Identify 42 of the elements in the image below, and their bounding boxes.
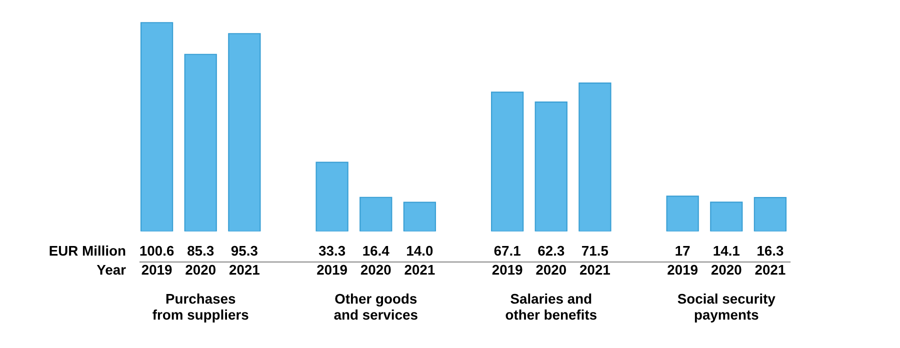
x-tick-label: 2019: [142, 264, 172, 275]
x-tick-label: 2021: [229, 264, 260, 275]
bar: [578, 82, 612, 232]
data-label: 85.3: [188, 246, 214, 256]
bar: [754, 197, 787, 232]
x-tick-label: 2019: [317, 264, 347, 275]
x-tick-label: 2020: [360, 264, 391, 275]
bar: [490, 92, 524, 232]
bar: [140, 22, 174, 232]
x-tick-label: 2020: [536, 264, 566, 275]
text: Social security payments: [678, 294, 776, 322]
data-label: 33.3: [318, 246, 346, 256]
x-tick-label: 2021: [404, 264, 435, 275]
text: Year: [96, 265, 126, 275]
bar: [228, 33, 261, 232]
data-label: 16.4: [363, 246, 390, 256]
text: EUR Million: [50, 246, 126, 256]
data-label: 100.6: [140, 246, 174, 256]
x-tick-label: 2020: [711, 264, 742, 275]
data-label: 71.5: [582, 246, 608, 256]
x-tick-label: 2020: [186, 264, 216, 275]
data-label: 67.1: [494, 246, 520, 256]
data-label: 62.3: [538, 246, 564, 256]
bar: [710, 202, 743, 232]
bar: [184, 54, 217, 232]
x-tick-label: 2019: [668, 264, 698, 275]
bar: [360, 196, 392, 232]
x-tick-label: 2021: [580, 264, 610, 275]
x-tick-label: 2019: [492, 264, 522, 275]
data-label: 95.3: [231, 246, 258, 256]
x-tick-label: 2021: [755, 264, 786, 275]
bar: [403, 202, 436, 232]
text: Other goods and services: [334, 294, 418, 320]
data-label: 14.0: [407, 246, 433, 256]
data-label: 14.1: [714, 246, 740, 256]
bar: [316, 162, 348, 232]
bar: [534, 102, 568, 232]
data-label: 17: [676, 246, 690, 256]
text: Purchases from suppliers: [152, 294, 248, 322]
bar: [666, 196, 699, 232]
data-label: 16.3: [758, 246, 784, 256]
text: Salaries and other benefits: [506, 294, 596, 320]
